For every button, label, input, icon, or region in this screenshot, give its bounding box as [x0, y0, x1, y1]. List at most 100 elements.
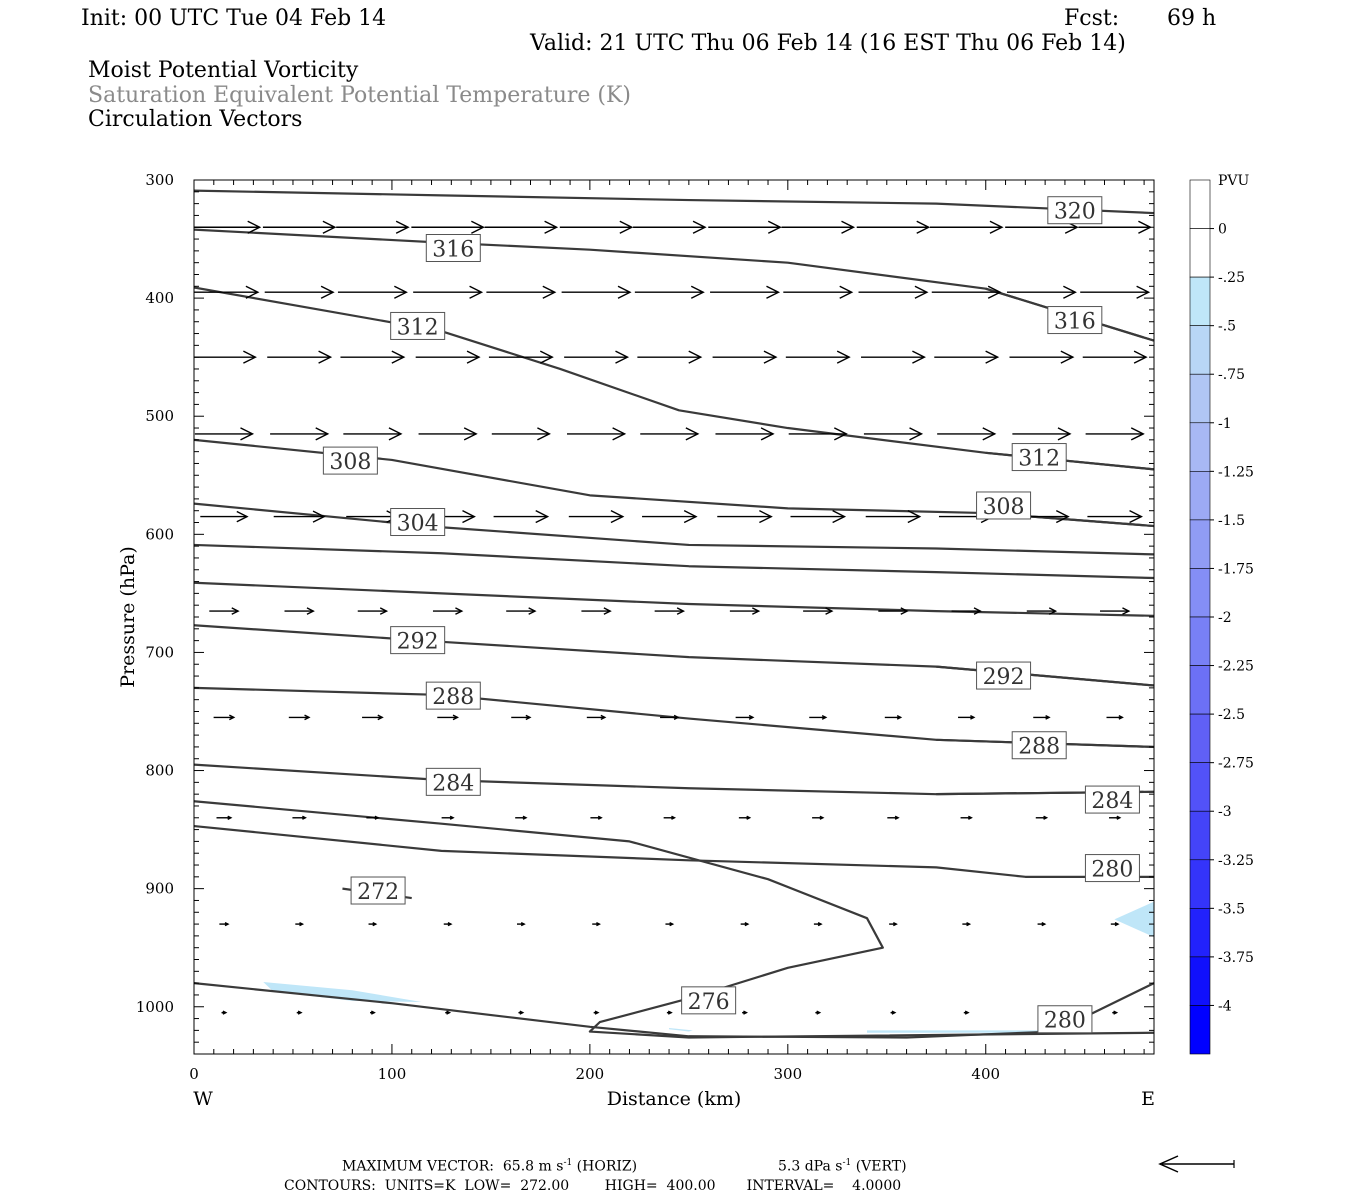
colorbar-label: -.5 — [1218, 319, 1236, 335]
contour-label-5: 308 — [329, 450, 371, 475]
vert-tag: (VERT) — [855, 1158, 907, 1175]
vector-arrow — [1026, 607, 1058, 615]
vector-arrow — [296, 1010, 303, 1015]
contour-label-box-0 — [1047, 196, 1103, 225]
colorbar-segment — [1189, 422, 1211, 472]
colorbar-segment — [1189, 713, 1211, 763]
vector-arrow — [931, 285, 1002, 299]
vector-arrow — [861, 350, 926, 364]
contour-280-16 — [194, 824, 1154, 878]
vector-arrow — [878, 607, 909, 615]
vector-arrow — [366, 815, 380, 820]
vector-arrow — [340, 350, 406, 364]
vector-arrow — [790, 510, 847, 524]
colorbar-label: -.25 — [1218, 270, 1245, 286]
field-title-mpv: Moist Potential Vorticity — [88, 58, 359, 83]
vector-arrow — [216, 815, 233, 820]
vector-arrow — [1087, 510, 1143, 524]
mpv-shade-0 — [263, 981, 422, 1003]
vector-arrow — [288, 714, 311, 721]
contour-320-0 — [194, 189, 1154, 215]
contour-label-10: 292 — [397, 630, 439, 655]
contour-312-3 — [194, 286, 1154, 471]
max-vert-line: 5.3 dPa s-1 (VERT) — [778, 1159, 907, 1174]
colorbar-label: -3.25 — [1218, 853, 1254, 869]
axis-ticks — [193, 179, 1154, 1055]
vector-arrow — [813, 921, 823, 927]
vector-arrow — [1112, 1010, 1119, 1015]
vector-arrow — [432, 607, 464, 615]
vector-arrow — [740, 921, 750, 927]
vector-arrow — [567, 427, 627, 441]
vector-arrow — [654, 607, 686, 615]
vector-arrow — [292, 815, 307, 820]
vector-arrow — [665, 921, 675, 927]
vector-arrow — [663, 815, 677, 820]
contour-label-box-12 — [425, 681, 481, 710]
max-horiz-value: 65.8 m s — [502, 1158, 564, 1175]
vector-arrow — [710, 285, 781, 299]
contour-label-box-1 — [425, 234, 481, 263]
vector-arrow — [1100, 607, 1131, 615]
colorbar-segment — [1189, 810, 1211, 861]
colorbar-segment — [1189, 373, 1211, 424]
vector-arrow — [783, 285, 854, 299]
vector-arrow — [511, 714, 532, 721]
colorbar-label: -1.5 — [1218, 513, 1245, 529]
colorbar-label: -.75 — [1218, 367, 1245, 383]
colorbar-segment — [1189, 228, 1211, 278]
contour-284-14 — [194, 763, 1154, 796]
forecast-hours: 69 h — [1167, 6, 1217, 31]
east-label: E — [1141, 1088, 1155, 1110]
contour-label-layer: 320 316 316 312 312 308 308 304 292 292 288 288 284 2… — [322, 196, 1140, 1034]
vector-arrow — [415, 350, 481, 364]
contour-label-box-14 — [425, 767, 481, 796]
vector-arrow — [445, 1010, 452, 1015]
y-tick-label: 900 — [145, 880, 174, 898]
x-tick-label: 200 — [576, 1065, 605, 1083]
contour-label-4: 312 — [1018, 447, 1060, 472]
x-tick-labels: 0 100 200 300 400 — [189, 1065, 1000, 1083]
mpv-shading-layer — [263, 901, 1154, 1033]
vector-arrow — [493, 510, 550, 524]
contour-label-box-11 — [976, 661, 1032, 690]
vector-arrow — [559, 220, 634, 234]
contour-label-6: 308 — [983, 495, 1025, 520]
colorbar-segment — [1189, 519, 1211, 569]
colorbar-segment — [1189, 665, 1211, 715]
vector-arrow — [660, 714, 680, 720]
colorbar-label: -2.75 — [1218, 756, 1254, 772]
vector-arrow — [564, 350, 630, 364]
contour-label-14: 284 — [432, 771, 474, 796]
vector-arrow — [785, 350, 851, 364]
contour-label-16: 280 — [1091, 858, 1133, 883]
vector-arrow — [515, 815, 528, 820]
field-title-thetaes: Saturation Equivalent Potential Temperat… — [88, 83, 631, 108]
vector-arrow — [929, 220, 1004, 234]
vector-arrow — [488, 350, 554, 364]
vector-arrow — [413, 285, 484, 299]
x-axis-title: Distance (km) — [607, 1088, 742, 1110]
vector-arrow — [219, 921, 230, 927]
vector-arrow — [213, 714, 236, 721]
colorbar-segment — [1189, 859, 1211, 909]
vector-arrow — [357, 607, 389, 615]
y-tick-label: 700 — [145, 643, 174, 661]
vector-arrow — [592, 921, 601, 927]
vector-arrow — [1080, 285, 1151, 299]
field-title-vectors: Circulation Vectors — [88, 107, 303, 132]
vector-arrow — [1012, 427, 1072, 441]
vector-arrow — [209, 607, 240, 615]
vector-arrow — [742, 1010, 748, 1015]
vector-arrow — [1082, 350, 1148, 364]
vector-arrow — [194, 220, 262, 234]
vector-arrow — [962, 921, 972, 927]
contour-312-4 — [985, 451, 1154, 471]
colorbar-segment — [1189, 568, 1211, 618]
colorbar-segment — [1189, 325, 1211, 375]
y-axis-title: Pressure (hPa) — [117, 546, 139, 688]
vector-arrow — [809, 714, 828, 720]
contour-276-17 — [194, 800, 1154, 1039]
vector-arrow — [960, 815, 973, 820]
vector-arrow — [561, 285, 632, 299]
